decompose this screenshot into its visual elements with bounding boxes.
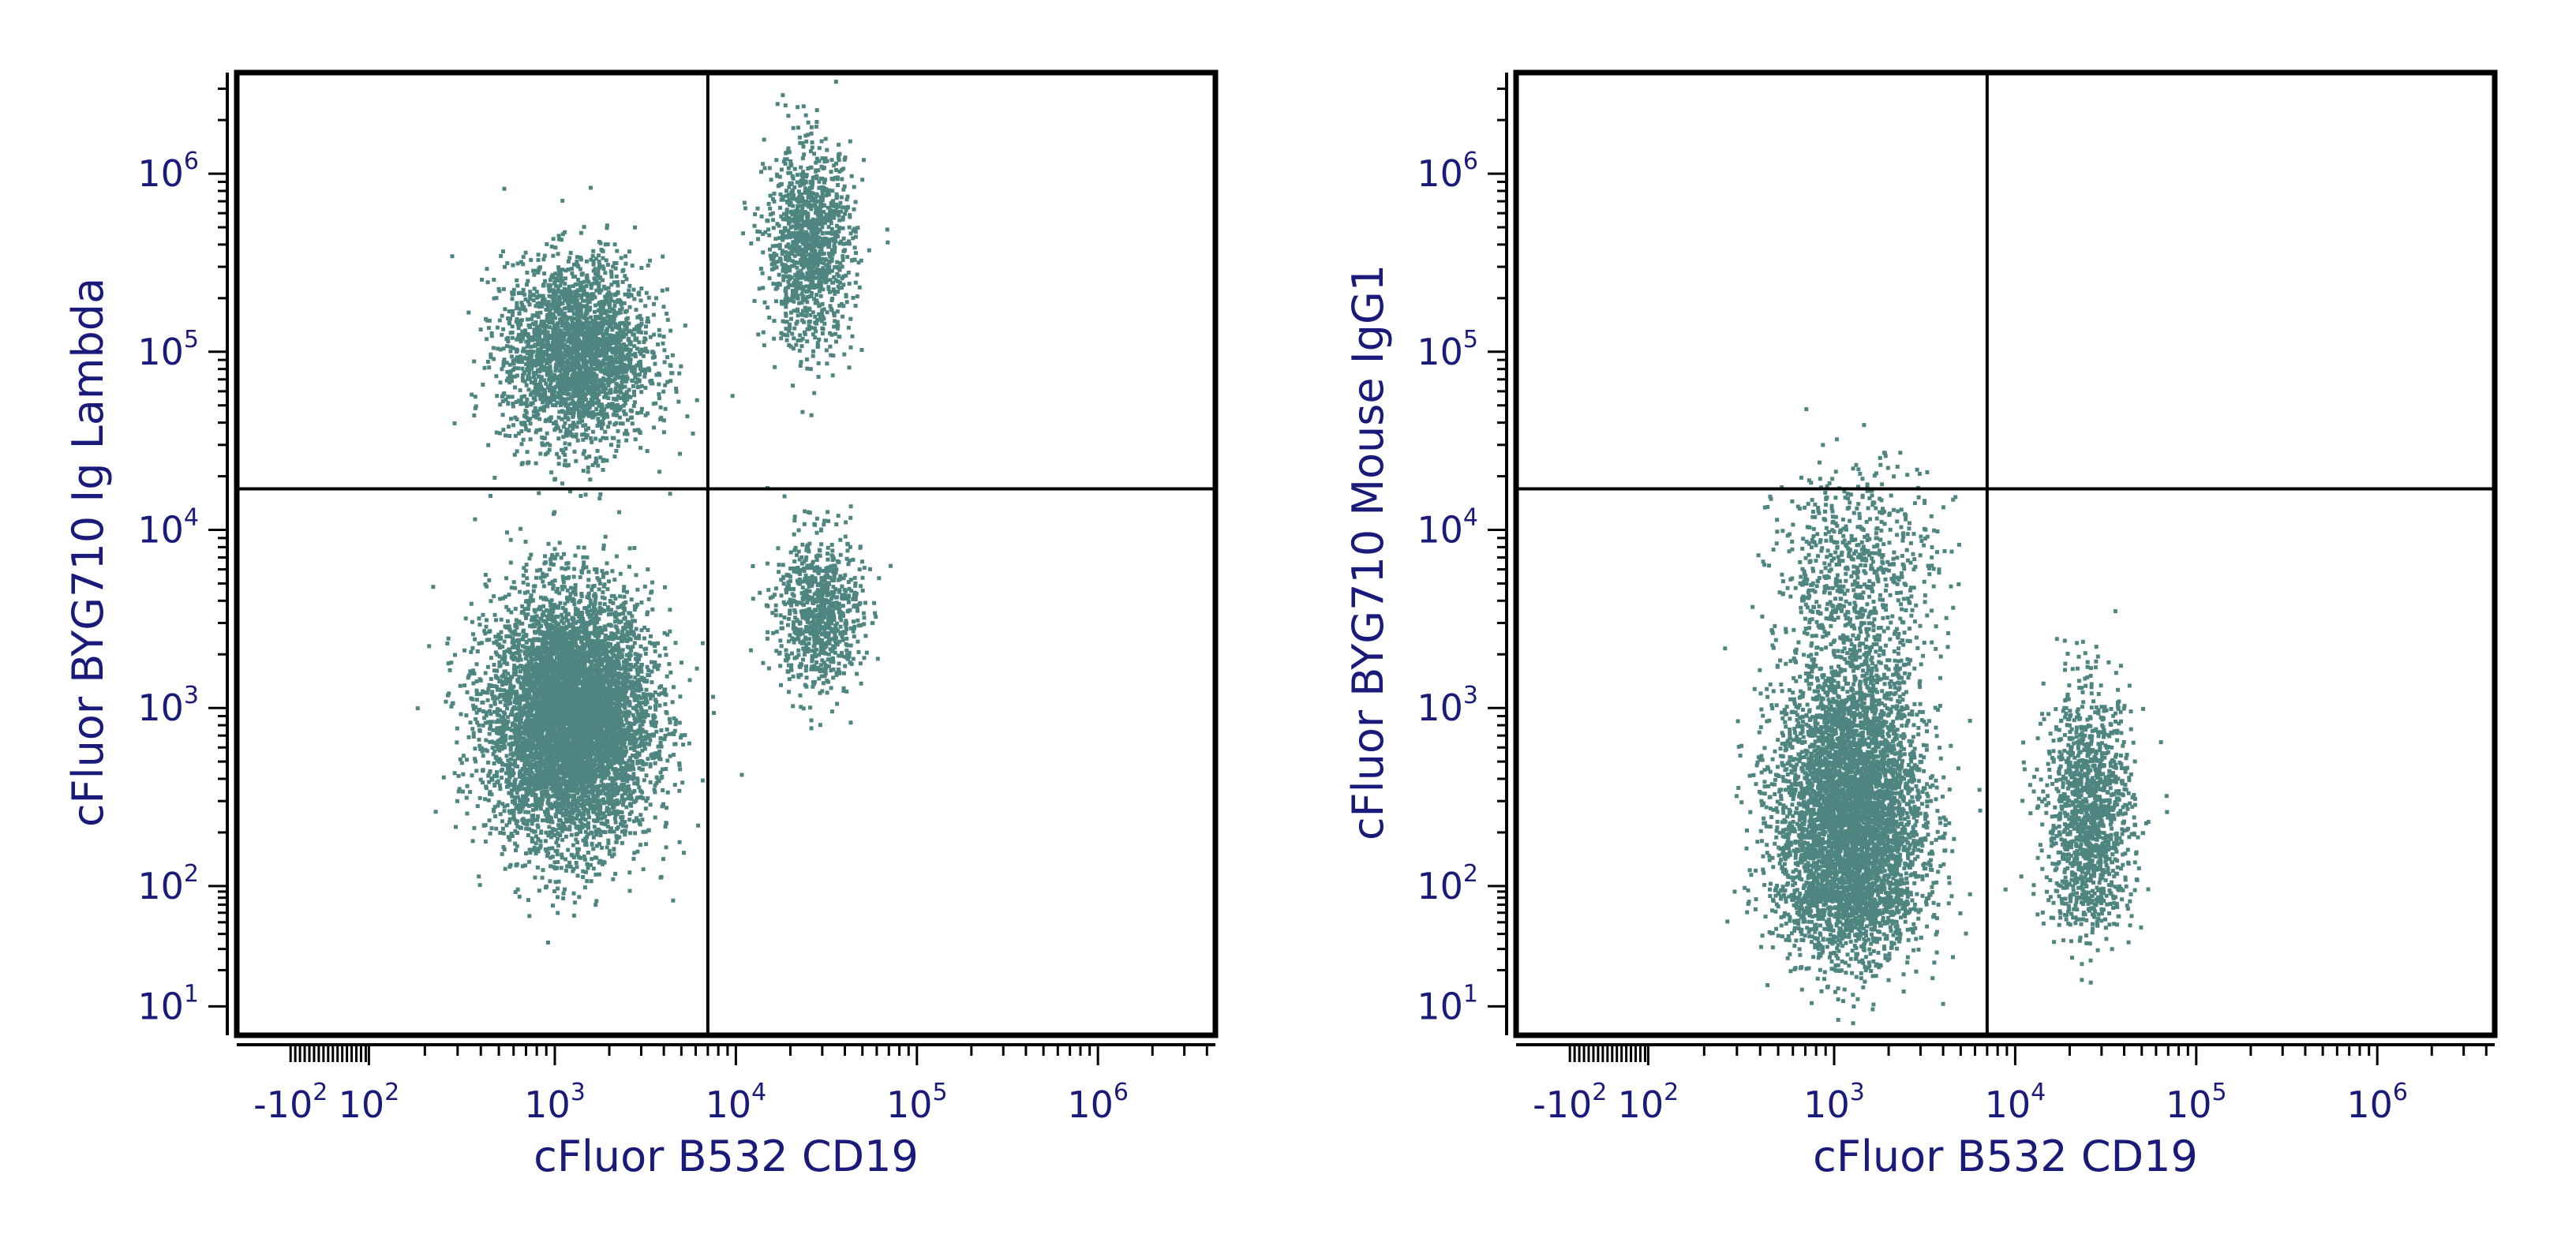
plot-2-x-axis-title: cFluor B532 CD19 bbox=[1813, 1132, 2198, 1181]
plot-1-y-axis-title: cFluor BYG710 Ig Lambda bbox=[63, 278, 113, 827]
y-tick-base: 10 bbox=[137, 686, 184, 729]
y-tick-exponent: 2 bbox=[1463, 860, 1478, 888]
y-tick-base: 10 bbox=[1417, 985, 1463, 1027]
x-tick-base: -10 bbox=[1533, 1083, 1592, 1126]
x-tick-base: 10 bbox=[339, 1083, 385, 1126]
y-tick-exponent: 1 bbox=[184, 980, 199, 1008]
y-tick-exponent: 4 bbox=[184, 504, 199, 532]
x-tick-exponent: 2 bbox=[1664, 1079, 1679, 1106]
y-tick-label: 104 bbox=[137, 504, 199, 552]
y-tick-exponent: 2 bbox=[184, 860, 199, 888]
population-1-dots bbox=[1750, 407, 1961, 731]
x-tick-exponent: 6 bbox=[1114, 1079, 1129, 1106]
y-tick-label: 102 bbox=[137, 860, 199, 907]
y-tick-base: 10 bbox=[137, 985, 184, 1027]
plot-2-y-axis-title: cFluor BYG710 Mouse IgG1 bbox=[1343, 264, 1393, 840]
y-tick-base: 10 bbox=[137, 509, 184, 552]
y-tick-base: 10 bbox=[137, 865, 184, 907]
x-tick-exponent: 4 bbox=[751, 1079, 766, 1106]
y-tick-exponent: 5 bbox=[184, 326, 199, 354]
plot-2-quadrant-gate bbox=[1516, 73, 2495, 1035]
x-tick-exponent: 2 bbox=[384, 1079, 399, 1106]
y-tick-exponent: 4 bbox=[1463, 504, 1478, 532]
x-tick-exponent: 3 bbox=[571, 1079, 586, 1106]
y-tick-exponent: 3 bbox=[1463, 682, 1478, 709]
y-tick-base: 10 bbox=[1417, 331, 1463, 373]
y-tick-label: 103 bbox=[1417, 682, 1478, 729]
population-2-dots bbox=[741, 80, 890, 417]
x-tick-base: 10 bbox=[706, 1083, 752, 1126]
x-tick-base: 10 bbox=[2166, 1083, 2212, 1126]
x-tick-exponent: 4 bbox=[2031, 1079, 2046, 1106]
population-3-dots bbox=[749, 486, 893, 731]
x-tick-label: 104 bbox=[1985, 1079, 2046, 1126]
y-tick-label: 105 bbox=[1417, 326, 1478, 373]
y-tick-base: 10 bbox=[1417, 152, 1463, 195]
plot-2-x-axis: -102 102 103 104 105 106 bbox=[1516, 1043, 2495, 1126]
y-tick-exponent: 6 bbox=[184, 148, 199, 175]
x-tick-label: -102 bbox=[253, 1079, 328, 1126]
plot-2-frame bbox=[1513, 69, 2498, 1038]
y-tick-label: 106 bbox=[137, 148, 199, 195]
x-tick-label: 103 bbox=[524, 1079, 586, 1126]
x-tick-label: 102 bbox=[339, 1079, 400, 1126]
x-tick-base: 10 bbox=[1985, 1083, 2031, 1126]
x-tick-label: 102 bbox=[1618, 1079, 1679, 1126]
population-0-dots bbox=[1723, 472, 2008, 1026]
plot-1-x-axis-title: cFluor B532 CD19 bbox=[534, 1132, 919, 1181]
population-1-dots bbox=[450, 185, 735, 501]
y-tick-label: 105 bbox=[137, 326, 199, 373]
x-tick-label: 106 bbox=[2346, 1079, 2408, 1126]
x-tick-base: 10 bbox=[1067, 1083, 1114, 1126]
y-tick-base: 10 bbox=[1417, 865, 1463, 907]
x-tick-base: 10 bbox=[2346, 1083, 2393, 1126]
y-tick-exponent: 6 bbox=[1463, 148, 1478, 175]
plot-2-dots bbox=[1723, 407, 2170, 1026]
y-tick-label: 101 bbox=[1417, 980, 1478, 1027]
x-tick-base: 10 bbox=[886, 1083, 933, 1126]
x-tick-base: -10 bbox=[253, 1083, 313, 1126]
population-2-dots bbox=[2019, 609, 2170, 985]
y-tick-base: 10 bbox=[137, 152, 184, 195]
plot-1-x-axis: -102 102 103 104 105 106 bbox=[237, 1043, 1215, 1126]
x-tick-base: 10 bbox=[1618, 1083, 1664, 1126]
y-tick-label: 104 bbox=[1417, 504, 1478, 552]
x-tick-exponent: 5 bbox=[2212, 1079, 2227, 1106]
x-tick-label: 105 bbox=[886, 1079, 948, 1126]
x-tick-exponent: 3 bbox=[1850, 1079, 1865, 1106]
y-tick-exponent: 5 bbox=[1463, 326, 1478, 354]
y-tick-base: 10 bbox=[1417, 686, 1463, 729]
y-tick-exponent: 3 bbox=[184, 682, 199, 709]
x-tick-base: 10 bbox=[524, 1083, 571, 1126]
x-tick-label: 103 bbox=[1803, 1079, 1865, 1126]
x-tick-label: 105 bbox=[2166, 1079, 2227, 1126]
y-tick-exponent: 1 bbox=[1463, 980, 1478, 1008]
x-tick-exponent: 2 bbox=[313, 1079, 328, 1106]
y-tick-label: 103 bbox=[137, 682, 199, 729]
plot-1-quadrant-gate bbox=[237, 73, 1215, 1035]
y-tick-label: 101 bbox=[137, 980, 199, 1027]
plot-1-dots bbox=[415, 80, 893, 945]
y-tick-base: 10 bbox=[1417, 509, 1463, 552]
x-tick-exponent: 6 bbox=[2393, 1079, 2408, 1106]
y-tick-label: 106 bbox=[1417, 148, 1478, 195]
x-tick-label: -102 bbox=[1533, 1079, 1607, 1126]
x-tick-base: 10 bbox=[1803, 1083, 1850, 1126]
x-tick-exponent: 2 bbox=[1592, 1079, 1607, 1106]
x-tick-exponent: 5 bbox=[933, 1079, 948, 1106]
y-tick-base: 10 bbox=[137, 331, 184, 373]
x-tick-label: 104 bbox=[706, 1079, 767, 1126]
plot-1-frame bbox=[234, 69, 1219, 1038]
y-tick-label: 102 bbox=[1417, 860, 1478, 907]
x-tick-label: 106 bbox=[1067, 1079, 1129, 1126]
population-0-dots bbox=[415, 449, 744, 945]
